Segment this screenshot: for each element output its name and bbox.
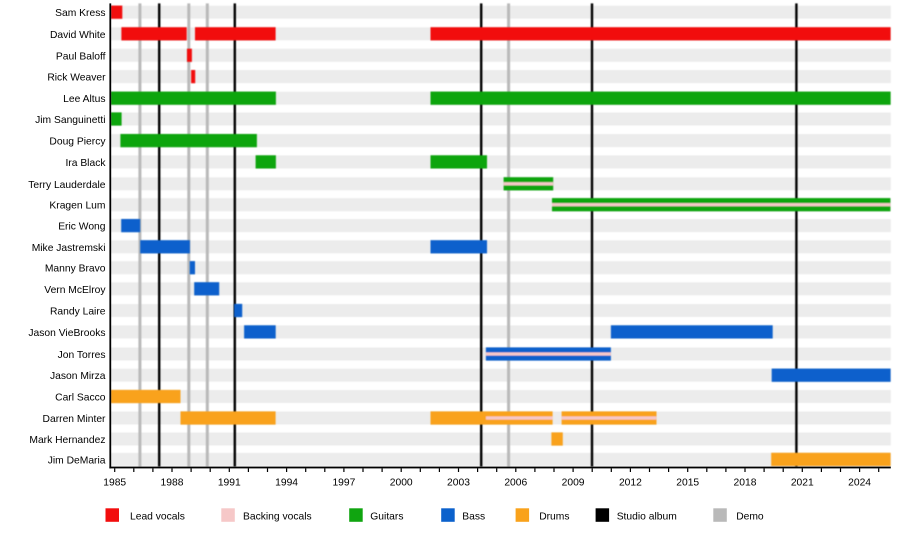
svg-text:2012: 2012 — [619, 478, 642, 489]
svg-text:Terry Lauderdale: Terry Lauderdale — [28, 180, 106, 191]
svg-text:Mark Hernandez: Mark Hernandez — [29, 435, 105, 446]
svg-text:Darren Minter: Darren Minter — [43, 414, 107, 425]
svg-text:Randy Laire: Randy Laire — [50, 307, 106, 318]
svg-text:1994: 1994 — [275, 478, 298, 489]
svg-text:Paul Baloff: Paul Baloff — [56, 51, 106, 62]
svg-text:2009: 2009 — [562, 478, 585, 489]
svg-text:Eric Wong: Eric Wong — [58, 222, 106, 233]
svg-text:2018: 2018 — [734, 478, 757, 489]
svg-text:Kragen Lum: Kragen Lum — [49, 201, 105, 212]
svg-text:Jim Sanguinetti: Jim Sanguinetti — [35, 115, 105, 126]
svg-text:2015: 2015 — [676, 478, 699, 489]
svg-text:1988: 1988 — [161, 478, 184, 489]
svg-text:Lead vocals: Lead vocals — [130, 511, 185, 522]
svg-text:Studio album: Studio album — [617, 511, 677, 522]
svg-text:Sam Kress: Sam Kress — [55, 8, 105, 19]
svg-text:Doug Piercy: Doug Piercy — [49, 137, 106, 148]
svg-text:1991: 1991 — [218, 478, 241, 489]
svg-text:Lee Altus: Lee Altus — [63, 94, 105, 105]
svg-text:2024: 2024 — [848, 478, 871, 489]
svg-text:2003: 2003 — [447, 478, 470, 489]
svg-text:Bass: Bass — [462, 511, 485, 522]
svg-text:1997: 1997 — [332, 478, 355, 489]
svg-text:Rick Weaver: Rick Weaver — [47, 73, 106, 84]
svg-text:Jason VieBrooks: Jason VieBrooks — [28, 328, 105, 339]
svg-text:Vern McElroy: Vern McElroy — [44, 285, 106, 296]
svg-text:Jon Torres: Jon Torres — [58, 350, 106, 361]
svg-text:Jason Mirza: Jason Mirza — [50, 371, 106, 382]
svg-text:2000: 2000 — [390, 478, 413, 489]
svg-text:2006: 2006 — [504, 478, 527, 489]
svg-text:Carl Sacco: Carl Sacco — [55, 393, 106, 404]
svg-text:Jim DeMaria: Jim DeMaria — [48, 455, 106, 466]
svg-text:Mike Jastremski: Mike Jastremski — [32, 243, 106, 254]
svg-text:1985: 1985 — [103, 478, 126, 489]
svg-text:2021: 2021 — [791, 478, 814, 489]
svg-text:Demo: Demo — [736, 511, 764, 522]
svg-text:Drums: Drums — [539, 511, 569, 522]
svg-text:Manny Bravo: Manny Bravo — [45, 264, 106, 275]
svg-text:David White: David White — [50, 30, 106, 41]
svg-text:Ira Black: Ira Black — [65, 158, 106, 169]
svg-text:Backing vocals: Backing vocals — [243, 511, 312, 522]
svg-text:Guitars: Guitars — [370, 511, 403, 522]
